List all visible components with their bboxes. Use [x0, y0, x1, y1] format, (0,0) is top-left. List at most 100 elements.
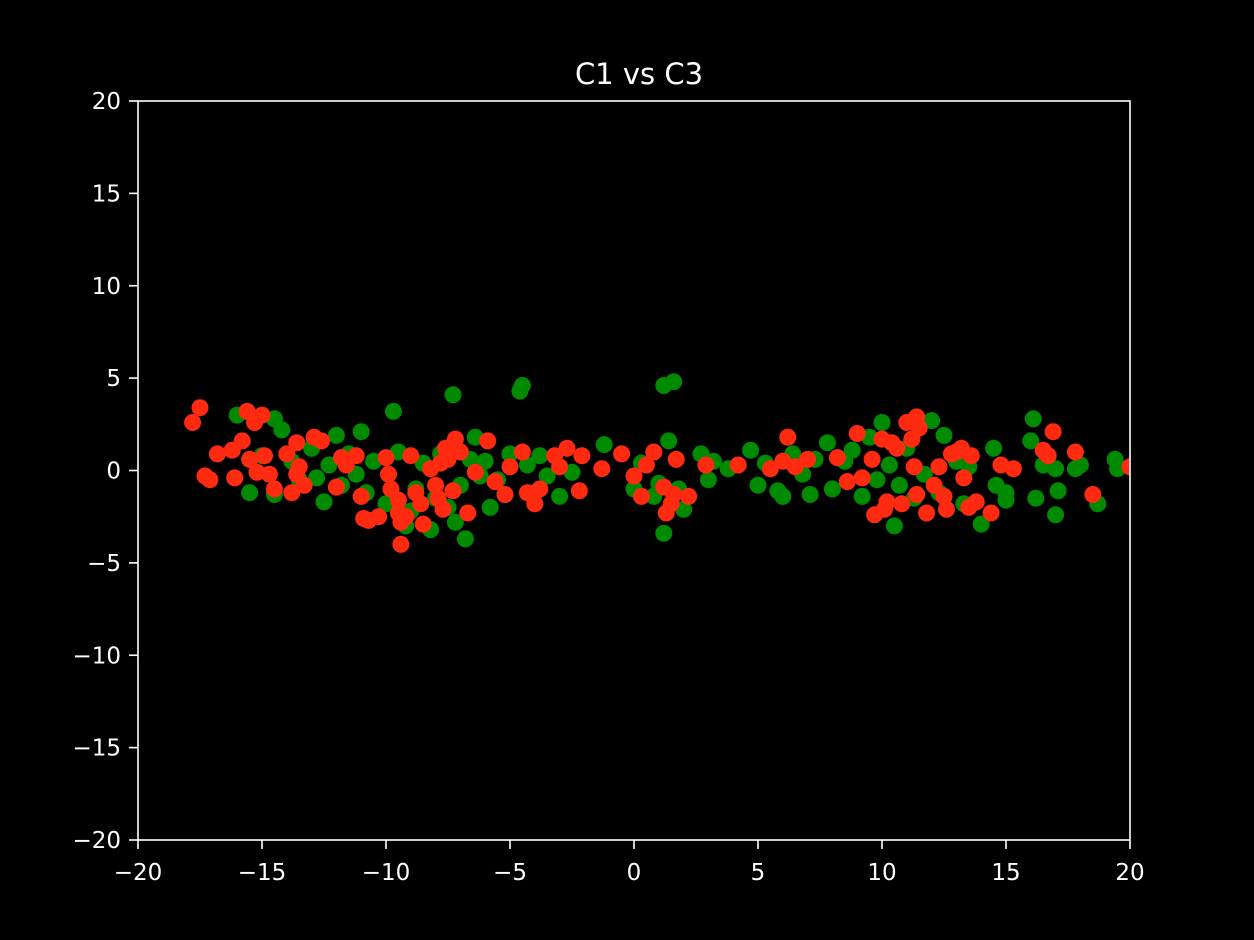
scatter-point-series-2	[370, 508, 388, 526]
scatter-point-series-2	[288, 434, 306, 452]
scatter-point-series-2	[260, 465, 278, 483]
scatter-point-series-2	[201, 471, 219, 489]
scatter-point-series-2	[444, 482, 462, 500]
scatter-point-series-1	[818, 434, 836, 452]
scatter-point-series-2	[878, 493, 896, 511]
scatter-point-series-1	[1024, 410, 1042, 428]
scatter-point-series-2	[905, 458, 923, 476]
scatter-point-series-2	[479, 432, 497, 450]
x-tick-label: −10	[362, 860, 411, 886]
scatter-point-series-2	[389, 491, 407, 509]
scatter-point-series-2	[935, 487, 953, 505]
scatter-point-series-2	[910, 419, 928, 437]
scatter-point-series-2	[838, 473, 856, 491]
scatter-point-series-1	[853, 487, 871, 505]
scatter-point-series-2	[908, 486, 926, 503]
scatter-point-series-1	[873, 414, 891, 431]
scatter-point-series-2	[226, 469, 244, 487]
scatter-point-series-1	[774, 487, 792, 505]
scatter-point-series-2	[918, 504, 936, 522]
scatter-point-series-1	[476, 452, 494, 470]
scatter-point-series-1	[327, 426, 345, 444]
scatter-point-series-1	[518, 456, 536, 474]
scatter-point-series-2	[392, 535, 410, 553]
scatter-point-series-2	[256, 447, 273, 465]
scatter-point-series-2	[414, 515, 432, 533]
scatter-point-series-2	[278, 445, 296, 463]
scatter-point-series-2	[667, 450, 685, 468]
scatter-point-series-2	[380, 465, 397, 483]
scatter-point-series-2	[570, 482, 588, 500]
scatter-point-series-1	[923, 412, 941, 430]
scatter-point-series-2	[665, 486, 683, 503]
y-tick-label: 0	[106, 459, 121, 485]
scatter-point-series-2	[233, 432, 251, 450]
scatter-point-series-1	[665, 373, 683, 391]
scatter-point-series-2	[930, 458, 948, 476]
scatter-point-series-2	[955, 469, 973, 487]
scatter-point-series-1	[1049, 482, 1067, 500]
chart-title: C1 vs C3	[575, 57, 703, 91]
scatter-point-series-1	[885, 517, 903, 535]
scatter-point-series-2	[828, 449, 846, 467]
scatter-point-series-1	[273, 421, 291, 439]
scatter-point-series-2	[526, 495, 544, 513]
y-tick-label: 15	[92, 181, 121, 207]
scatter-point-series-2	[632, 487, 650, 505]
scatter-point-series-1	[1071, 456, 1089, 474]
scatter-point-series-1	[308, 469, 326, 487]
scatter-point-series-2	[208, 445, 226, 463]
axes-layer: −20 −15 −10 −5 0 5 10 15 20 −20 −15 −10 −5 0 5 10 15 20	[72, 89, 1144, 886]
y-tick-label: −20	[72, 828, 121, 854]
y-tick-label: 10	[92, 274, 121, 300]
scatter-point-series-2	[761, 460, 779, 478]
scatter-point-series-2	[283, 484, 301, 502]
scatter-point-series-2	[466, 463, 484, 481]
scatter-point-series-1	[655, 524, 673, 542]
scatter-point-series-2	[848, 425, 866, 442]
scatter-point-series-1	[823, 480, 841, 498]
scatter-point-series-2	[327, 478, 345, 496]
scatter-point-series-1	[531, 447, 549, 465]
scatter-point-series-2	[459, 504, 477, 522]
scatter-point-series-2	[496, 486, 514, 503]
scatter-point-series-2	[786, 458, 804, 476]
scatter-point-series-1	[241, 484, 259, 502]
scatter-point-series-2	[893, 495, 911, 513]
scatter-point-series-1	[699, 471, 717, 489]
scatter-point-series-2	[967, 493, 985, 511]
scatter-point-series-2	[531, 480, 549, 498]
y-tick-label: 20	[92, 89, 121, 115]
scatter-point-series-2	[863, 450, 881, 468]
scatter-point-series-1	[660, 432, 678, 450]
scatter-point-series-2	[191, 399, 209, 417]
scatter-point-series-2	[613, 445, 631, 463]
scatter-point-series-2	[697, 456, 715, 474]
scatter-point-series-2	[1004, 460, 1022, 478]
scatter-point-series-2	[925, 476, 943, 494]
scatter-point-series-2	[253, 406, 271, 424]
scatter-point-series-2	[412, 495, 430, 513]
scatter-point-series-1	[890, 476, 908, 494]
scatter-point-series-2	[451, 443, 469, 461]
scatter-point-series-2	[779, 428, 797, 446]
scatter-point-series-2	[1066, 443, 1084, 461]
x-tick-label: −20	[114, 860, 163, 886]
scatter-point-series-1	[843, 441, 861, 459]
scatter-point-series-2	[241, 450, 259, 468]
scatter-point-series-2	[938, 500, 955, 518]
scatter-point-series-1	[801, 486, 819, 503]
scatter-point-series-2	[402, 447, 420, 465]
scatter-point-series-1	[868, 471, 886, 489]
scatter-point-series-2	[446, 430, 464, 448]
scatter-point-series-2	[397, 508, 415, 526]
scatter-point-series-2	[680, 487, 698, 505]
scatter-point-series-1	[320, 456, 338, 474]
scatter-point-series-2	[288, 465, 306, 483]
y-tick-label: −15	[72, 736, 121, 762]
scatter-point-series-2	[593, 460, 611, 478]
scatter-point-series-2	[513, 443, 531, 461]
scatter-point-series-2	[853, 469, 871, 487]
scatter-point-series-2	[888, 439, 906, 457]
